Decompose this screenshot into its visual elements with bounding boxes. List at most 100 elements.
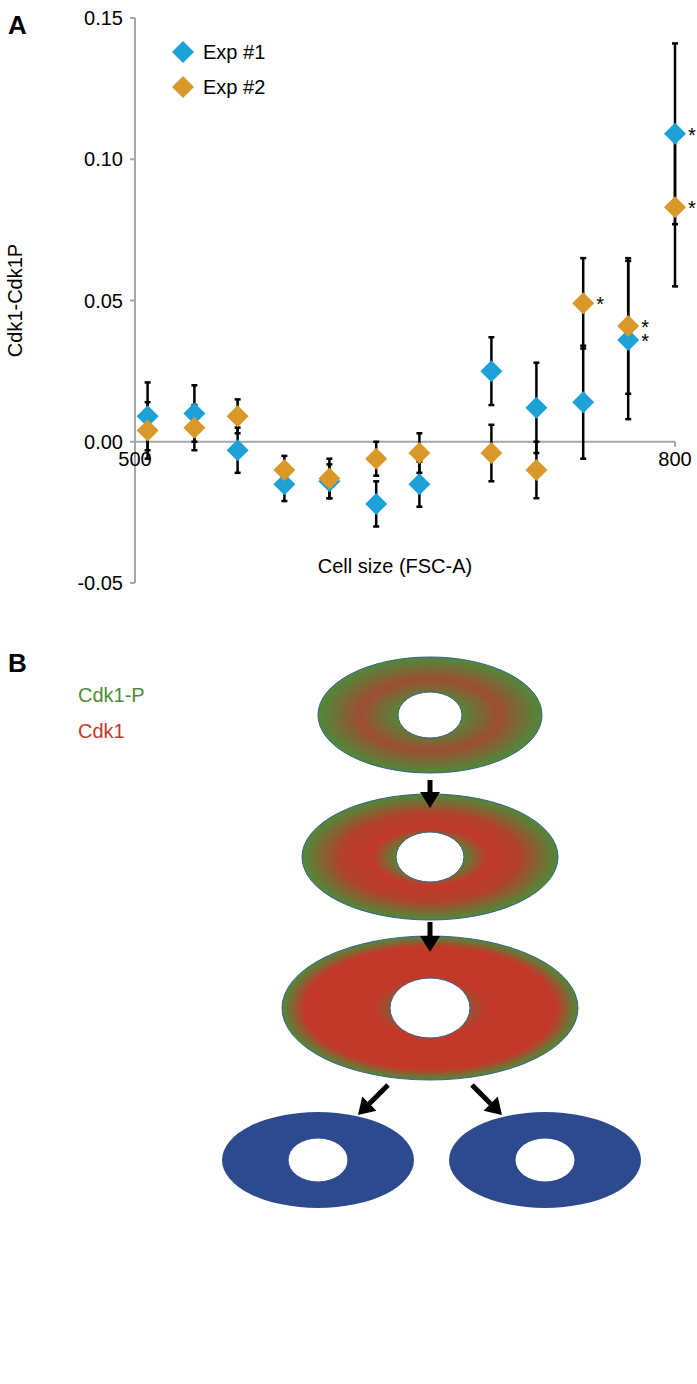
plot-area xyxy=(137,43,686,526)
error-bar-cap xyxy=(672,285,678,288)
panel-label: B xyxy=(8,648,27,678)
data-point xyxy=(227,439,249,461)
cell-ring xyxy=(318,657,542,773)
significance-label: * xyxy=(641,316,649,338)
arrow-head xyxy=(420,936,440,952)
data-point xyxy=(617,315,639,337)
error-bar-cap xyxy=(416,432,422,435)
error-bar-cap xyxy=(191,384,197,387)
data-point xyxy=(664,123,686,145)
y-tick xyxy=(130,300,135,302)
error-bar-cap xyxy=(191,449,197,452)
error-bar-cap xyxy=(145,457,151,460)
figure: A-0.050.000.050.100.15500800Cell size (F… xyxy=(0,0,697,1384)
error-bar-cap xyxy=(533,497,539,500)
error-bar-cap xyxy=(533,441,539,444)
data-point xyxy=(365,448,387,470)
error-bar-cap xyxy=(235,432,241,435)
arrow xyxy=(420,922,440,952)
error-bar-cap xyxy=(488,480,494,483)
error-bar-cap xyxy=(625,257,631,260)
error-bar-cap xyxy=(373,441,379,444)
daughter-hole xyxy=(288,1138,348,1182)
x-tick-label: 800 xyxy=(658,448,691,470)
arrow xyxy=(420,780,440,808)
error-bar-cap xyxy=(145,401,151,404)
arrow-head xyxy=(358,1097,376,1115)
arrow-shaft xyxy=(428,922,433,936)
error-bar-cap xyxy=(625,418,631,421)
arrow-head xyxy=(420,792,440,808)
x-axis xyxy=(135,441,675,443)
error-bar-cap xyxy=(625,392,631,395)
data-point xyxy=(318,467,340,489)
cell-hole xyxy=(390,978,470,1038)
y-tick-label: 0.00 xyxy=(84,431,123,453)
error-bar-cap xyxy=(373,480,379,483)
error-bar-cap xyxy=(416,505,422,508)
error-bar-cap xyxy=(488,424,494,427)
data-point xyxy=(480,442,502,464)
legend-label: Exp #2 xyxy=(203,76,265,98)
cell-ring xyxy=(302,794,558,920)
data-point xyxy=(572,391,594,413)
panel-label: A xyxy=(8,10,27,40)
error-bar-cap xyxy=(373,474,379,477)
cell-hole xyxy=(396,832,464,882)
error-bar-cap xyxy=(533,361,539,364)
error-bar-cap xyxy=(580,457,586,460)
data-point xyxy=(365,493,387,515)
y-axis-label: Cdk1-Cdk1P xyxy=(4,244,26,357)
data-point xyxy=(408,442,430,464)
error-bar-cap xyxy=(326,497,332,500)
x-axis-label: Cell size (FSC-A) xyxy=(318,555,472,577)
legend-item: Exp #2 xyxy=(172,76,265,98)
arrow-shaft xyxy=(369,1085,388,1104)
error-bar-cap xyxy=(488,404,494,407)
cell-ring xyxy=(282,936,578,1080)
error-bar-cap xyxy=(235,472,241,475)
error-bar-cap xyxy=(326,497,332,500)
error-bar-cap xyxy=(373,525,379,528)
data-point xyxy=(273,459,295,481)
error-bar-cap xyxy=(326,457,332,460)
error-bar-cap xyxy=(281,500,287,503)
significance-label: * xyxy=(596,293,604,315)
data-point xyxy=(525,459,547,481)
daughter-cell xyxy=(222,1112,414,1208)
daughter-cell xyxy=(449,1112,641,1208)
y-tick xyxy=(130,158,135,160)
error-bar-cap xyxy=(281,455,287,458)
error-bar-cap xyxy=(580,257,586,260)
y-tick xyxy=(130,582,135,584)
error-bar-cap xyxy=(145,381,151,384)
daughter-hole xyxy=(515,1138,575,1182)
diagram-legend-label: Cdk1 xyxy=(78,720,125,742)
data-point xyxy=(572,292,594,314)
y-tick-label: 0.05 xyxy=(84,290,123,312)
error-bar-cap xyxy=(488,336,494,339)
arrow-shaft xyxy=(472,1085,491,1104)
arrow-shaft xyxy=(428,780,433,792)
arrow xyxy=(472,1085,502,1115)
arrow-head xyxy=(484,1097,502,1115)
y-tick-label: 0.15 xyxy=(84,7,123,29)
significance-label: * xyxy=(688,124,696,146)
error-bar-cap xyxy=(235,398,241,401)
x-tick xyxy=(134,442,136,447)
data-point xyxy=(183,417,205,439)
data-point xyxy=(137,419,159,441)
error-bar-cap xyxy=(580,347,586,350)
data-point xyxy=(525,397,547,419)
data-point xyxy=(664,196,686,218)
legend-marker xyxy=(172,41,194,63)
y-tick-label: -0.05 xyxy=(77,572,123,594)
y-tick xyxy=(130,17,135,19)
arrow xyxy=(358,1085,388,1115)
error-bar-cap xyxy=(672,42,678,45)
data-point xyxy=(408,473,430,495)
x-tick xyxy=(674,442,676,447)
legend-label: Exp #1 xyxy=(203,41,265,63)
cell-hole xyxy=(398,692,462,738)
data-point xyxy=(227,405,249,427)
